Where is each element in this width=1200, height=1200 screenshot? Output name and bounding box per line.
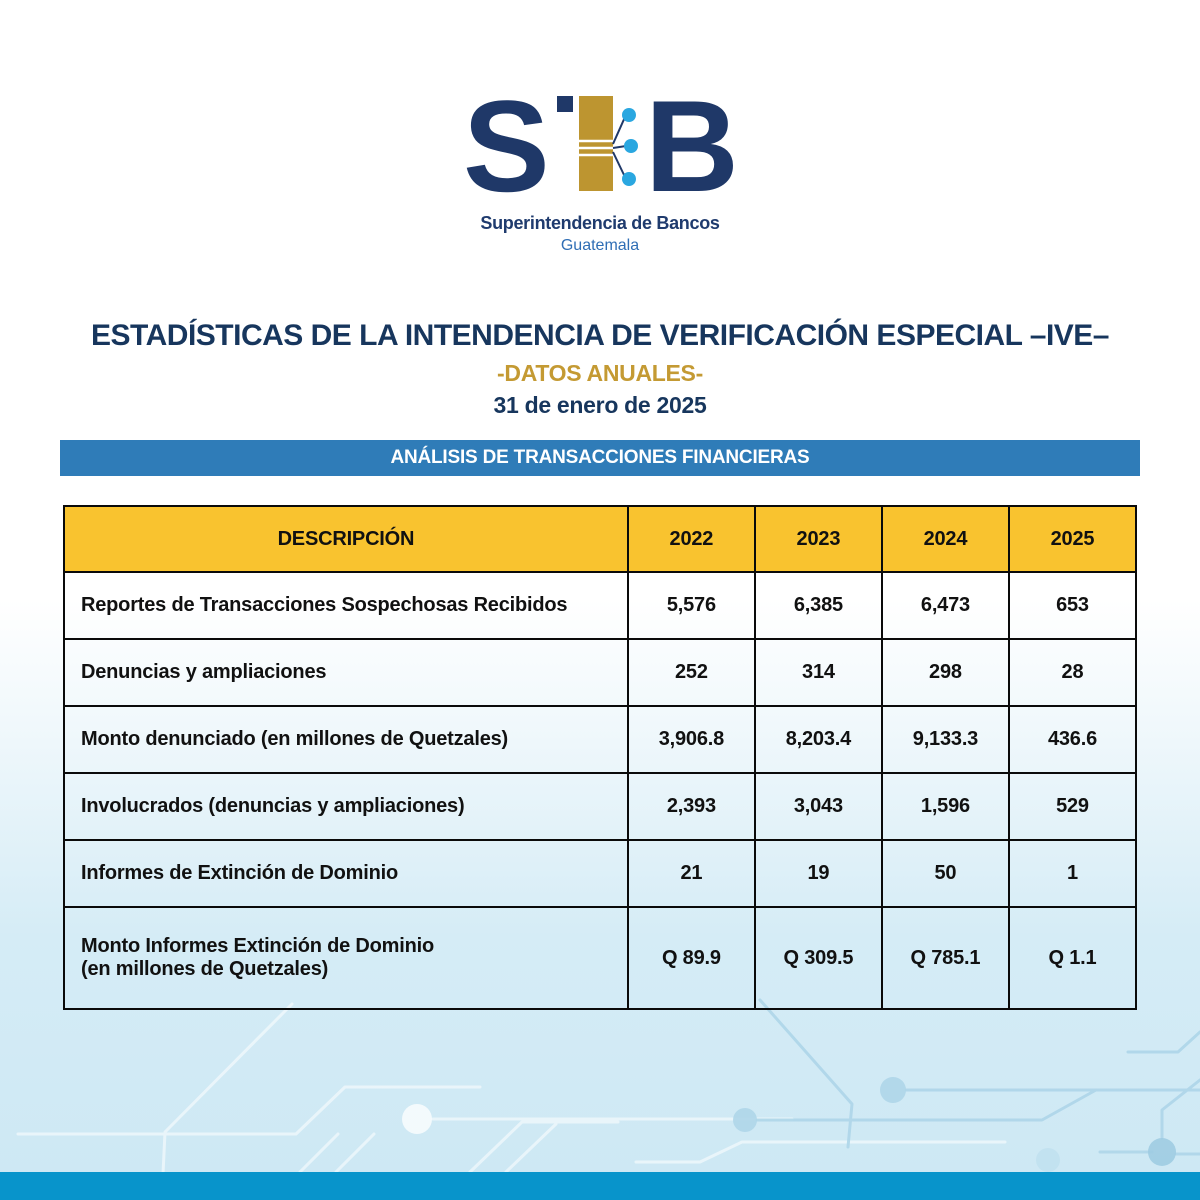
row-value: 436.6 xyxy=(1007,705,1138,774)
table-row: Monto denunciado (en millones de Quetzal… xyxy=(63,705,1138,774)
row-label: Monto Informes Extinción de Dominio (en … xyxy=(63,906,629,1010)
column-header-2025: 2025 xyxy=(1007,505,1138,573)
row-label: Reportes de Transacciones Sospechosas Re… xyxy=(63,571,629,640)
org-country: Guatemala xyxy=(560,237,640,254)
footer-bar xyxy=(0,1172,1200,1200)
column-header-2022: 2022 xyxy=(626,505,756,573)
row-value: 50 xyxy=(880,839,1010,908)
row-value: Q 1.1 xyxy=(1007,906,1138,1010)
row-label: Denuncias y ampliaciones xyxy=(63,638,629,707)
row-value: 298 xyxy=(880,638,1010,707)
table-header-row: DESCRIPCIÓN 2022 2023 2024 2025 xyxy=(63,505,1138,573)
column-header-description: DESCRIPCIÓN xyxy=(63,505,629,573)
row-value: 314 xyxy=(753,638,883,707)
page-date: 31 de enero de 2025 xyxy=(493,392,707,418)
row-value: Q 785.1 xyxy=(880,906,1010,1010)
row-label-line2: (en millones de Quetzales) xyxy=(81,958,329,980)
section-banner-label: ANÁLISIS DE TRANSACCIONES FINANCIERAS xyxy=(390,447,810,468)
row-value: 1 xyxy=(1007,839,1138,908)
row-value: 28 xyxy=(1007,638,1138,707)
page-subtitle: -DATOS ANUALES- xyxy=(497,360,703,386)
row-value: 3,906.8 xyxy=(626,705,756,774)
row-value: 529 xyxy=(1007,772,1138,841)
logo-circuit-lines xyxy=(574,139,615,157)
row-value: 653 xyxy=(1007,571,1138,640)
row-value: Q 89.9 xyxy=(626,906,756,1010)
logo-node-dots-icon xyxy=(621,108,638,186)
circuit-pattern xyxy=(16,998,1200,1174)
row-value: 1,596 xyxy=(880,772,1010,841)
row-value: 6,385 xyxy=(753,571,883,640)
row-value: 21 xyxy=(626,839,756,908)
logo-i-bar xyxy=(578,96,613,191)
sib-logo-icon: S B xyxy=(463,86,738,204)
row-label-line1: Monto Informes Extinción de Dominio xyxy=(81,935,435,957)
section-banner: ANÁLISIS DE TRANSACCIONES FINANCIERAS xyxy=(60,440,1140,476)
org-name: Superintendencia de Bancos xyxy=(480,213,720,233)
row-value: 9,133.3 xyxy=(880,705,1010,774)
row-value: 252 xyxy=(626,638,756,707)
table-row: Reportes de Transacciones Sospechosas Re… xyxy=(63,571,1138,640)
row-value: 2,393 xyxy=(626,772,756,841)
column-header-2023: 2023 xyxy=(753,505,883,573)
table-row: Informes de Extinción de Dominio 21 19 5… xyxy=(63,839,1138,908)
logo: S B Superintendencia de Bancos Guatemala xyxy=(0,0,1200,255)
stats-table: DESCRIPCIÓN 2022 2023 2024 2025 Reportes… xyxy=(63,505,1138,1010)
table-row: Monto Informes Extinción de Dominio (en … xyxy=(63,906,1138,1010)
logo-connector-lines xyxy=(611,116,626,178)
logo-letter-b: B xyxy=(645,86,738,204)
row-value: 19 xyxy=(753,839,883,908)
table-row: Involucrados (denuncias y ampliaciones) … xyxy=(63,772,1138,841)
row-value: 8,203.4 xyxy=(753,705,883,774)
row-label: Involucrados (denuncias y ampliaciones) xyxy=(63,772,629,841)
table-row: Denuncias y ampliaciones 252 314 298 28 xyxy=(63,638,1138,707)
row-value: 5,576 xyxy=(626,571,756,640)
page-title: ESTADÍSTICAS DE LA INTENDENCIA DE VERIFI… xyxy=(91,319,1109,352)
row-value: 3,043 xyxy=(753,772,883,841)
row-value: Q 309.5 xyxy=(753,906,883,1010)
logo-i-dot xyxy=(556,96,573,112)
logo-letter-s: S xyxy=(463,86,550,204)
column-header-2024: 2024 xyxy=(880,505,1010,573)
row-value: 6,473 xyxy=(880,571,1010,640)
row-label: Monto denunciado (en millones de Quetzal… xyxy=(63,705,629,774)
row-label: Informes de Extinción de Dominio xyxy=(63,839,629,908)
